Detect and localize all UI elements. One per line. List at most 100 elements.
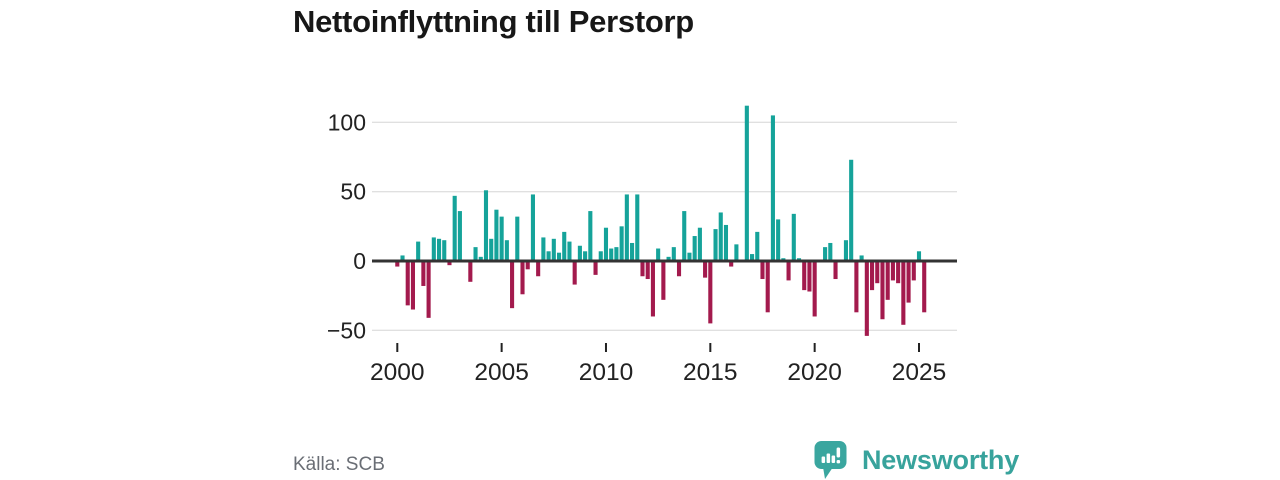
bar-2006-Q4 <box>536 261 541 277</box>
bar-2022-Q1 <box>854 261 859 313</box>
bar-2009-Q2 <box>588 211 593 261</box>
bar-2023-Q4 <box>890 261 895 281</box>
bar-2015-Q3 <box>718 212 723 261</box>
bar-2025-Q1 <box>916 251 922 261</box>
bar-2016-Q1 <box>729 261 734 267</box>
bar-2001-Q3 <box>426 261 431 318</box>
bar-2021-Q3 <box>843 240 849 261</box>
bar-2012-Q3 <box>656 248 661 261</box>
x-axis-label-2020: 2020 <box>787 359 842 386</box>
bar-2008-Q1 <box>562 231 567 261</box>
bar-2019-Q1 <box>791 213 796 261</box>
bar-2008-Q4 <box>577 245 582 261</box>
y-axis-label-0: 0 <box>353 248 366 274</box>
bar-2024-Q3 <box>906 261 911 303</box>
x-axis-label-2005: 2005 <box>474 359 529 386</box>
bar-2014-Q3 <box>697 227 702 261</box>
bar-2004-Q1 <box>478 256 483 261</box>
bar-2020-Q3 <box>823 247 828 261</box>
bar-2011-Q3 <box>635 194 640 261</box>
bar-2013-Q2 <box>671 247 676 261</box>
bar-2013-Q4 <box>682 211 687 261</box>
bar-2011-Q1 <box>624 194 629 261</box>
bar-2022-Q3 <box>864 261 869 336</box>
bar-2010-Q1 <box>603 227 609 261</box>
bar-2012-Q2 <box>650 261 655 317</box>
x-axis-label-2000: 2000 <box>370 359 425 386</box>
bar-2011-Q2 <box>630 242 635 261</box>
bar-2015-Q1 <box>708 261 713 324</box>
bar-2010-Q4 <box>619 226 624 261</box>
bar-2005-Q3 <box>510 261 515 309</box>
bar-2016-Q2 <box>734 244 739 261</box>
bar-2006-Q2 <box>525 261 530 270</box>
bar-2007-Q3 <box>551 238 556 261</box>
newsworthy-logo: Newsworthy <box>813 440 1019 480</box>
bar-2023-Q1 <box>875 261 880 284</box>
bar-2006-Q1 <box>520 261 525 295</box>
bar-2022-Q4 <box>870 261 875 291</box>
bar-2022-Q2 <box>859 255 864 261</box>
bar-2000-Q1 <box>395 261 400 267</box>
bar-2002-Q2 <box>442 240 447 261</box>
bar-2005-Q1 <box>499 216 504 261</box>
bar-2024-Q1 <box>896 261 901 284</box>
bar-2004-Q3 <box>489 238 494 261</box>
bar-chart-speech-bubble-icon <box>814 441 847 479</box>
bar-2004-Q4 <box>494 209 499 261</box>
bar-2018-Q1 <box>770 115 775 262</box>
x-axis-label-2010: 2010 <box>579 359 634 386</box>
x-axis-label-2025: 2025 <box>892 359 947 386</box>
bar-2020-Q4 <box>828 242 833 261</box>
bar-2014-Q2 <box>692 236 697 261</box>
bar-2004-Q2 <box>483 190 489 261</box>
bar-2000-Q3 <box>405 261 410 306</box>
bar-2009-Q1 <box>583 251 588 261</box>
bar-2024-Q4 <box>911 261 916 281</box>
bar-2001-Q2 <box>421 261 426 286</box>
bar-2025-Q2 <box>922 261 927 313</box>
bar-2000-Q4 <box>410 261 415 310</box>
source-text: Källa: SCB <box>293 454 385 475</box>
bar-2002-Q4 <box>452 195 457 261</box>
bar-2016-Q4 <box>744 105 749 261</box>
bar-2002-Q3 <box>447 261 452 266</box>
bar-2001-Q1 <box>416 241 421 261</box>
bar-2009-Q3 <box>593 261 598 275</box>
newsworthy-logo-text: Newsworthy <box>862 444 1020 475</box>
bar-2001-Q4 <box>431 237 436 261</box>
bar-2009-Q4 <box>598 251 603 261</box>
bar-2008-Q3 <box>572 261 577 285</box>
bar-2021-Q1 <box>833 261 838 280</box>
bar-2024-Q2 <box>901 261 906 325</box>
bar-2010-Q3 <box>614 247 619 261</box>
bar-2017-Q1 <box>750 254 755 261</box>
bar-2013-Q1 <box>666 256 671 261</box>
bar-2012-Q1 <box>645 261 650 280</box>
bar-2005-Q2 <box>504 240 509 261</box>
bar-2014-Q4 <box>703 261 708 278</box>
bar-2017-Q3 <box>760 261 765 280</box>
y-axis-label-50: 50 <box>340 179 366 205</box>
bar-2003-Q4 <box>473 247 478 261</box>
bar-2017-Q4 <box>765 261 770 313</box>
bar-2015-Q4 <box>723 224 729 261</box>
bar-2018-Q2 <box>776 219 781 261</box>
bar-2003-Q1 <box>457 211 462 261</box>
bar-2010-Q2 <box>609 248 614 261</box>
bar-2015-Q2 <box>713 229 718 261</box>
bar-2023-Q2 <box>880 261 885 320</box>
bar-2007-Q1 <box>541 237 546 261</box>
x-axis-label-2015: 2015 <box>683 359 738 386</box>
bar-2017-Q2 <box>755 231 760 261</box>
bar-2005-Q4 <box>515 216 520 261</box>
y-axis-label-100: 100 <box>328 109 366 135</box>
bar-2008-Q2 <box>567 241 572 261</box>
chart-title: Nettoinflyttning till Perstorp <box>293 4 694 39</box>
bar-2018-Q4 <box>786 261 791 281</box>
bar-2007-Q2 <box>546 251 551 261</box>
bar-2023-Q3 <box>885 261 890 300</box>
bar-2020-Q1 <box>812 261 817 317</box>
